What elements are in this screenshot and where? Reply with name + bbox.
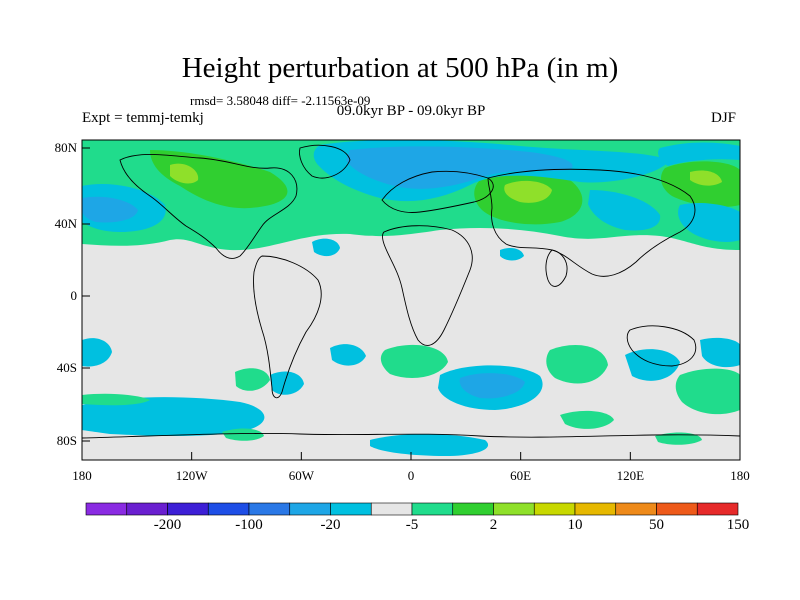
colorbar-swatch (248, 502, 291, 516)
colorbar-swatch (656, 502, 698, 516)
coastline-india (545, 249, 568, 287)
coastline-antarctica (82, 433, 740, 439)
longitude-label: 180 (72, 468, 92, 483)
coastline-australia (626, 325, 697, 367)
experiment-label: Expt = temmj-temkj (82, 110, 204, 126)
contour-negative-pacific-ne (678, 202, 740, 242)
contour-positive-pacific-2 (690, 170, 722, 186)
longitude-label: 120W (175, 468, 208, 483)
contour-positive-north-3 (170, 163, 199, 184)
colorbar-swatch (574, 502, 617, 516)
coastline-asia (487, 168, 696, 277)
contour-negative-arctic-2 (346, 146, 573, 189)
colorbar-label: -100 (235, 517, 263, 533)
latitude-label: 40S (56, 360, 77, 375)
season-label: DJF (711, 110, 737, 126)
colorbar-swatch (533, 502, 576, 516)
colorbar-label: 10 (567, 517, 583, 533)
colorbar-swatch (289, 502, 331, 516)
colorbar-swatch (370, 502, 413, 516)
contour-positive-sp-band (82, 393, 150, 406)
colorbar-swatch (493, 502, 535, 516)
coastlines (82, 144, 740, 439)
coastline-greenland (299, 144, 351, 179)
contour-negative-south-atlantic-2 (459, 373, 525, 399)
contour-negative-atlantic (312, 238, 340, 257)
longitude-label: 60W (288, 468, 314, 483)
contour-negative-sa-south (330, 344, 366, 366)
contour-negative-south-pacific (82, 397, 265, 436)
contour-positive-antarctic (222, 428, 264, 441)
coastline-north-america (119, 153, 298, 259)
colorbar-swatch (615, 502, 657, 516)
coastline-europe (381, 170, 494, 213)
longitude-label: 0 (407, 468, 415, 483)
latitude-label: 0 (70, 288, 78, 303)
contour-positive-indian (546, 345, 608, 384)
colorbar-swatch (330, 502, 372, 516)
colorbar-label: 50 (649, 517, 664, 533)
longitude-label: 120E (616, 468, 645, 483)
latitude-label: 80S (56, 433, 77, 448)
colorbar-label: -5 (405, 517, 419, 533)
colorbar-label: -200 (153, 517, 182, 533)
colorbar-swatch (411, 502, 454, 516)
colorbar-label: 150 (726, 517, 750, 533)
longitude-ticks (81, 452, 741, 460)
colorbar-swatch (85, 502, 128, 516)
colorbar-swatch (452, 502, 494, 516)
contour-positive-indian-south (560, 410, 614, 429)
latitude-label: 80N (54, 140, 77, 155)
statistics-line: rmsd= 3.58048 diff= -2.11563e-09 (190, 93, 371, 108)
colorbar (85, 502, 739, 516)
contour-negative-sa-southern (270, 371, 304, 395)
colorbar-swatch (207, 502, 250, 516)
latitude-ticks (82, 147, 90, 442)
longitude-label: 180 (730, 468, 750, 483)
contour-positive-antarctic-e (655, 432, 702, 445)
contour-positive-asia-2 (504, 180, 552, 203)
contour-negative-arctic-east (658, 142, 740, 166)
colorbar-swatch (167, 502, 209, 516)
contour-field (82, 140, 740, 460)
contour-negative-mideast (500, 248, 524, 261)
latitude-label: 40N (54, 216, 77, 231)
colorbar-swatch (696, 502, 739, 516)
map-title: Height perturbation at 500 hPa (in m) (181, 52, 619, 84)
colorbar-label: 2 (489, 517, 498, 533)
coastline-south-america (253, 255, 322, 399)
colorbar-swatch (126, 502, 168, 516)
longitude-label: 60E (510, 468, 532, 483)
contour-negative-eurasia (588, 190, 661, 231)
contour-negative-antarctic (370, 434, 489, 456)
contour-negative-sp-west (82, 338, 112, 367)
contour-positive-south-indian (380, 344, 448, 378)
contour-positive-south-pacific-e (675, 368, 740, 415)
contour-positive-sa (235, 368, 270, 391)
colorbar-label: -20 (320, 517, 341, 533)
period-label: 09.0kyr BP - 09.0kyr BP (336, 103, 486, 119)
coastline-africa (382, 225, 473, 346)
contour-negative-na-2 (82, 196, 138, 223)
contour-negative-sp-east (700, 337, 740, 368)
